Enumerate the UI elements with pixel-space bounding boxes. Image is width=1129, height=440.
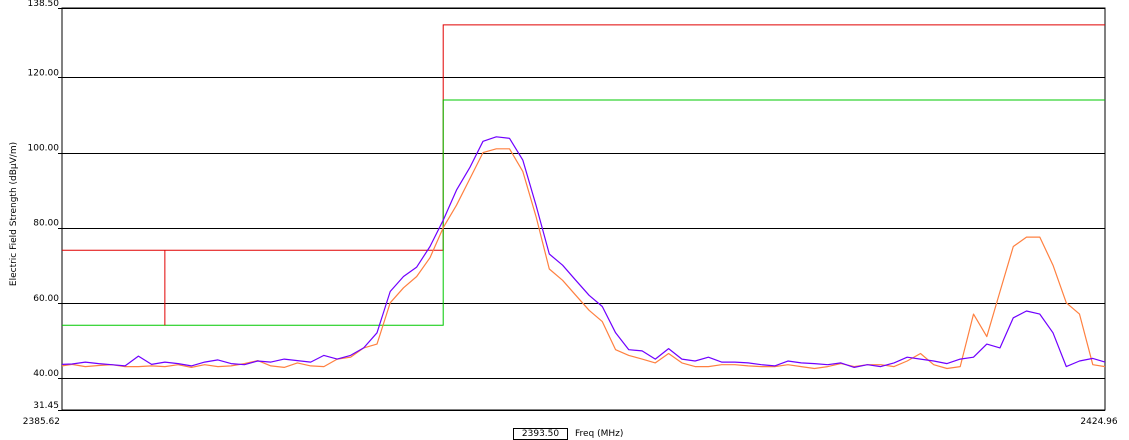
limit-lines [62,24,1105,326]
series-line-0 [61,136,1106,368]
x-tick-label-1: 2424.96 [1080,417,1117,427]
y-tick-label-5: 40.00 [33,369,59,379]
y-tick-label-3: 80.00 [33,219,59,229]
y-tick-label-4: 60.00 [33,294,59,304]
plot-frame [61,7,1106,411]
x-axis-label: Freq (MHz) [575,429,624,439]
cursor-frequency-value[interactable]: 2393.50 [513,428,568,440]
limit-line-1 [62,99,1105,326]
grid-layer [58,7,1106,411]
y-tick-label-0: 138.50 [28,0,60,9]
series-line-1 [61,148,1106,370]
y-tick-label-2: 100.00 [28,144,60,154]
y-tick-label-1: 120.00 [28,68,60,78]
tick-labels: 138.50 120.00 100.00 80.00 60.00 40.00 31.45 23… [23,0,1118,427]
y-axis-label: Electric Field Strength (dBμV/m) [9,142,19,286]
y-tick-label-6: 31.45 [33,401,59,411]
series-layer [61,136,1106,370]
x-tick-label-0: 2385.62 [23,417,60,427]
